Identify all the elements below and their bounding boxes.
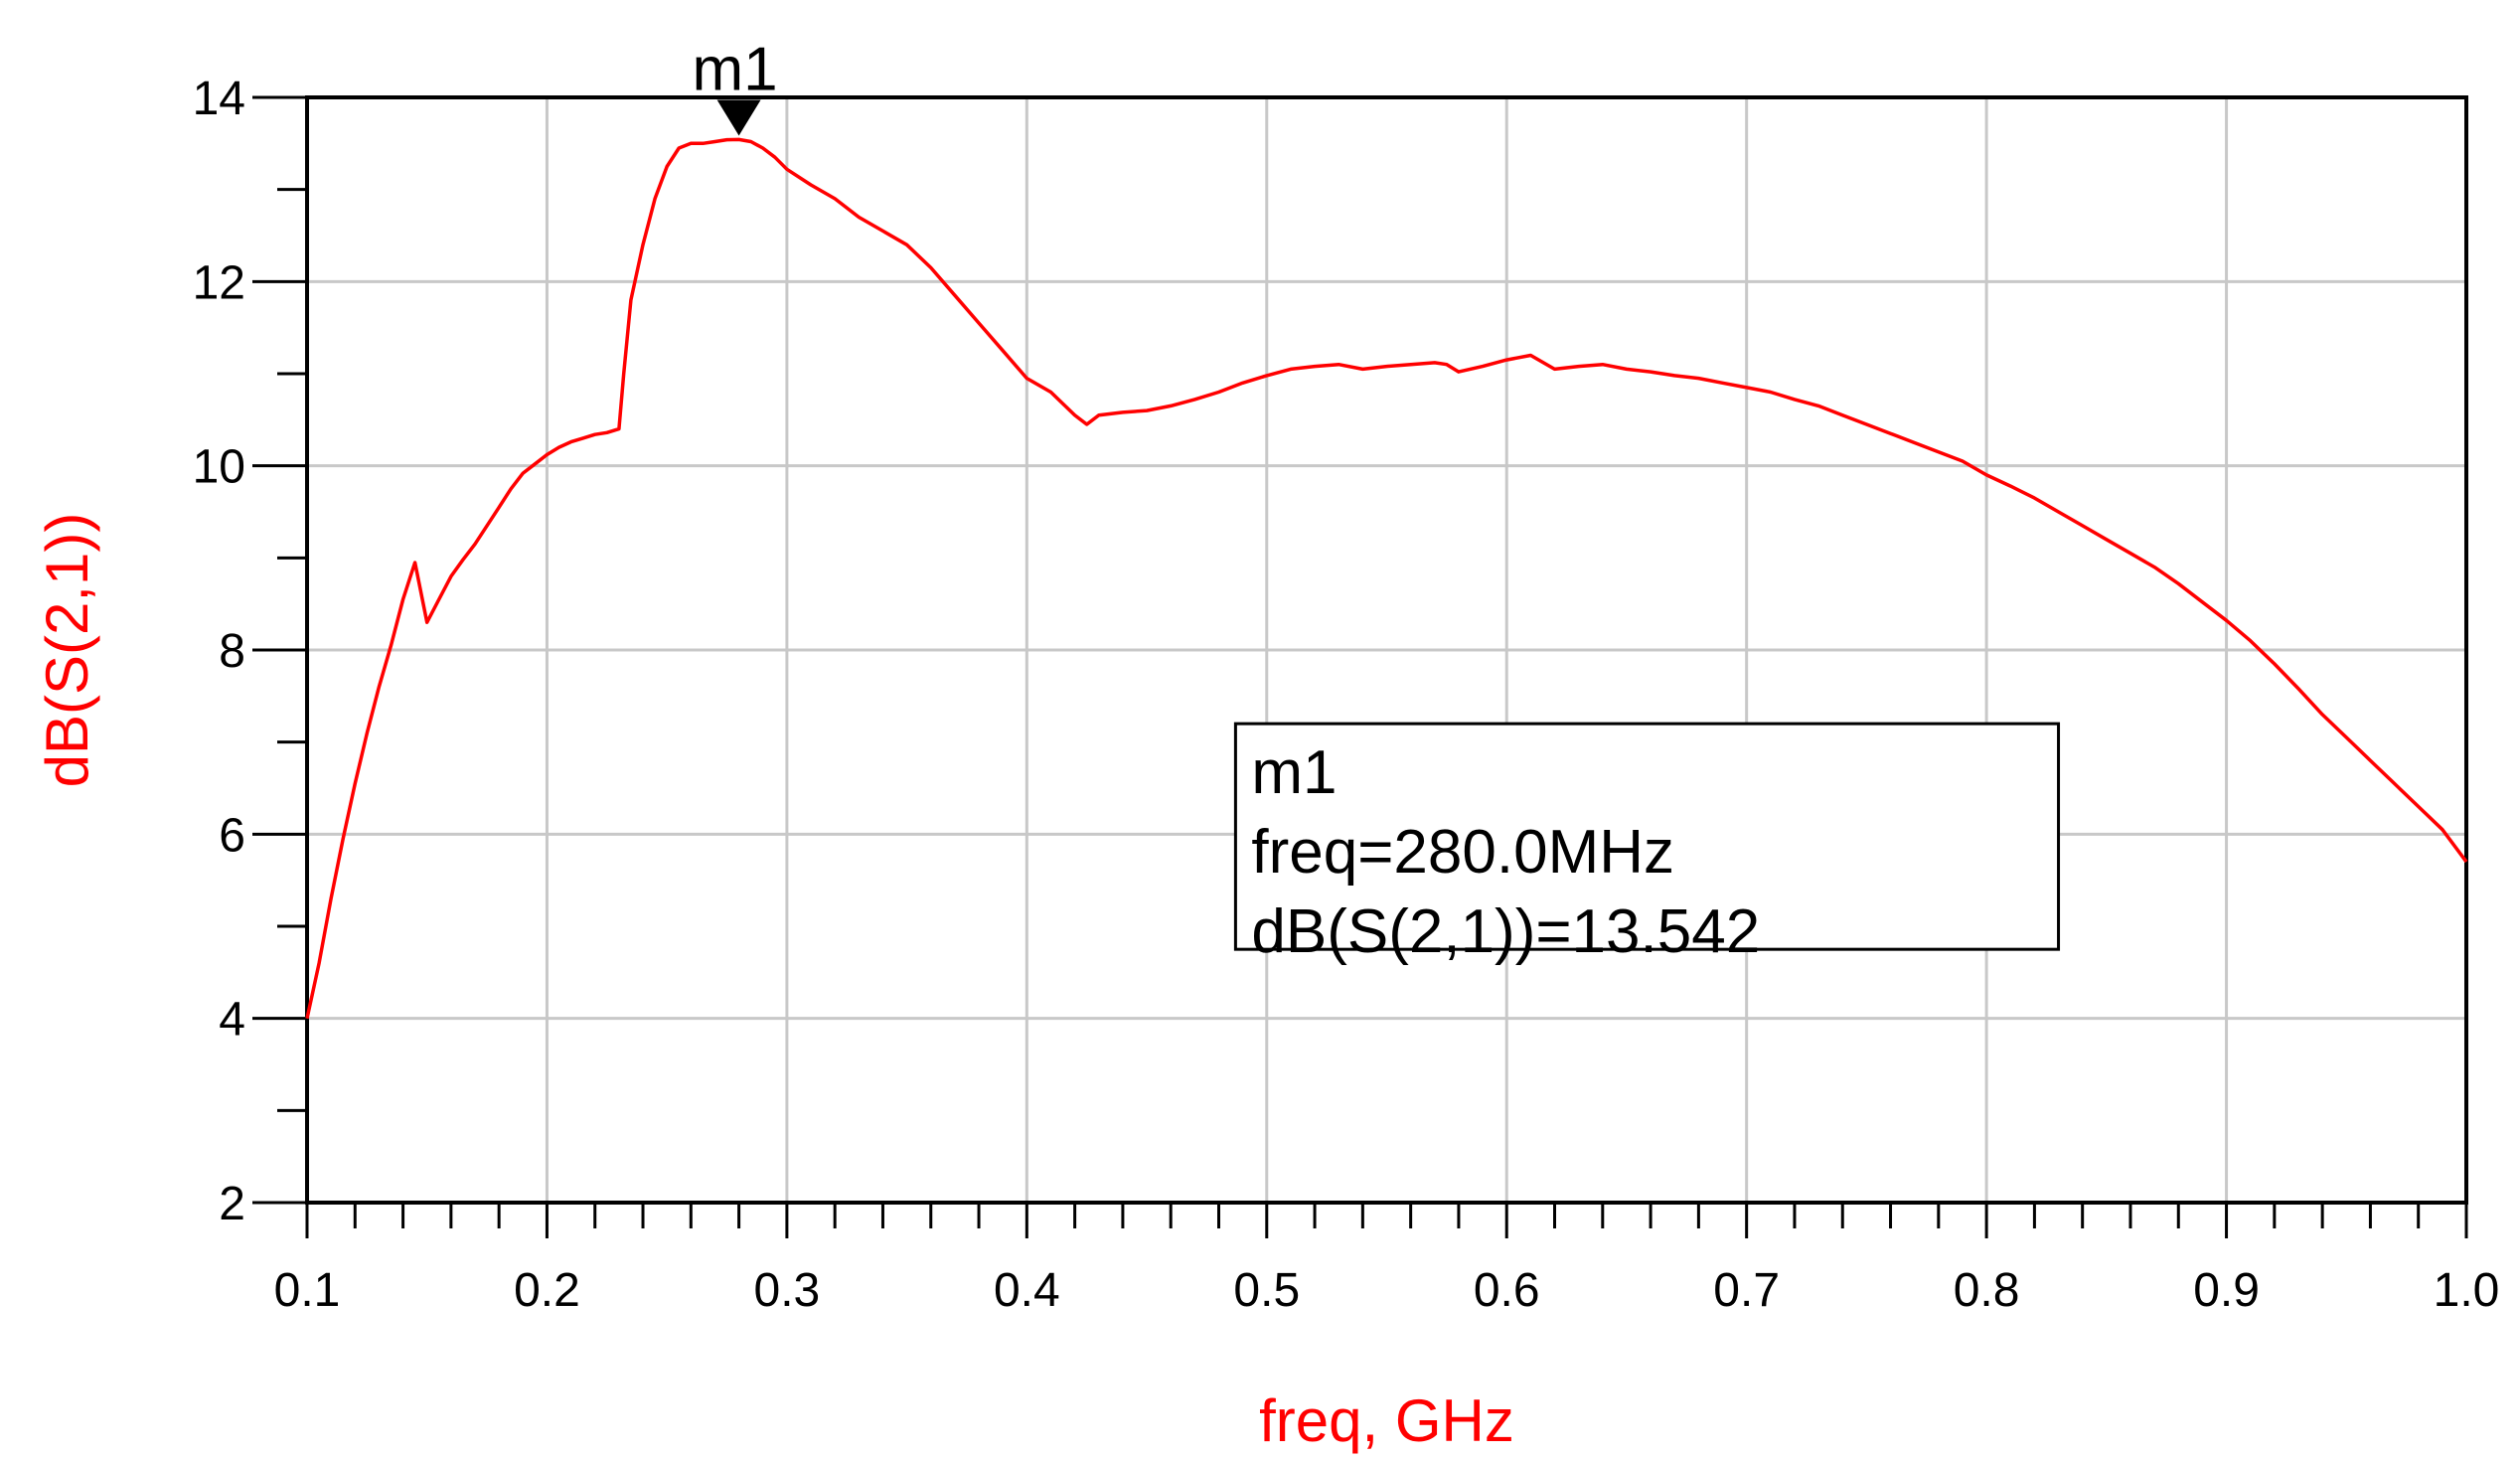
minor-ticks (277, 188, 2421, 1228)
marker-readout-freq: freq=280.0MHz (1251, 818, 1674, 887)
marker-readout-name: m1 (1251, 738, 1337, 807)
x-tick-label: 0.4 (994, 1264, 1060, 1317)
series-line (305, 137, 2468, 1020)
x-tick-label: 0.5 (1233, 1264, 1300, 1317)
x-tick-label: 0.8 (1954, 1264, 2020, 1317)
y-axis-ticks: 2 4 6 8 10 12 14 (193, 73, 307, 1230)
y-tick-label: 14 (193, 73, 245, 125)
y-tick-label: 12 (193, 256, 245, 309)
marker-triangle[interactable] (716, 99, 761, 136)
y-axis-label: dB(S(2,1)) (34, 513, 100, 788)
x-axis-ticks: 0.1 0.2 0.3 0.4 0.5 0.6 0.7 0.8 0.9 1.0 (274, 1203, 2500, 1317)
y-tick-label: 4 (219, 994, 245, 1047)
y-tick-label: 10 (193, 441, 245, 494)
x-tick-label: 0.6 (1474, 1264, 1540, 1317)
x-tick-label: 1.0 (2434, 1264, 2500, 1317)
marker-readout-frame (1233, 722, 2061, 951)
x-tick-label: 0.2 (514, 1264, 580, 1317)
grid-lines (307, 97, 2466, 1203)
marker-readout-box: m1 freq=280.0MHz dB(S(2,1))=13.542 (1233, 722, 2061, 966)
x-axis-label: freq, GHz (1259, 1387, 1514, 1454)
x-tick-label: 0.3 (754, 1264, 821, 1317)
x-tick-label: 0.1 (274, 1264, 341, 1317)
y-tick-label: 8 (219, 625, 245, 678)
marker-label: m1 (693, 35, 778, 103)
marker-readout-value: dB(S(2,1))=13.542 (1251, 897, 1760, 966)
y-tick-label: 2 (219, 1178, 245, 1230)
x-tick-label: 0.9 (2193, 1264, 2260, 1317)
y-tick-label: 6 (219, 809, 245, 862)
x-tick-label: 0.7 (1713, 1264, 1780, 1317)
